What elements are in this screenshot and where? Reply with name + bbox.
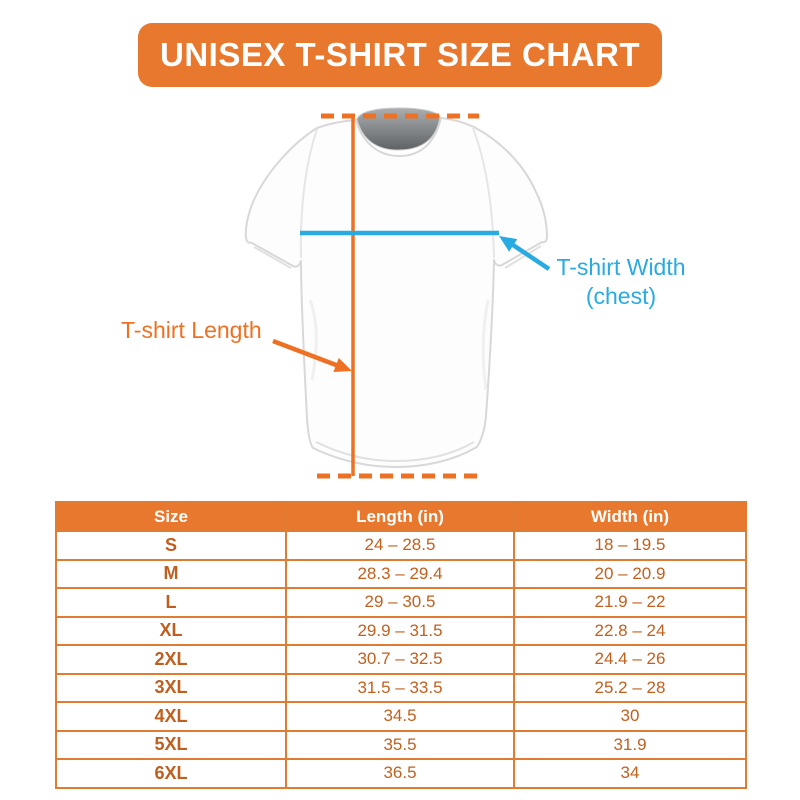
table-row: 3XL 31.5 – 33.5 25.2 – 28 xyxy=(55,672,747,703)
size-cell: 2XL xyxy=(55,644,287,675)
length-cell: 29.9 – 31.5 xyxy=(285,615,515,646)
width-arrow-head xyxy=(499,236,518,252)
tshirt-illustration xyxy=(244,107,548,468)
right-cuff-seam xyxy=(504,245,542,269)
size-column-header: Size xyxy=(55,501,287,532)
table-row: 4XL 34.5 30 xyxy=(55,701,747,732)
tshirt-body xyxy=(244,117,548,468)
length-arrow-head xyxy=(333,358,352,372)
size-cell: 6XL xyxy=(55,758,287,789)
width-cell: 31.9 xyxy=(513,729,747,760)
hem-seam xyxy=(315,441,475,463)
width-cell: 21.9 – 22 xyxy=(513,587,747,618)
page-title: UNISEX T-SHIRT SIZE CHART xyxy=(159,36,641,73)
width-cell: 22.8 – 24 xyxy=(513,615,747,646)
width-label-line1: T-shirt Width xyxy=(556,254,686,280)
length-cell: 36.5 xyxy=(285,758,515,789)
width-cell: 25.2 – 28 xyxy=(513,672,747,703)
size-cell: XL xyxy=(55,615,287,646)
length-cell: 31.5 – 33.5 xyxy=(285,672,515,703)
title-banner: UNISEX T-SHIRT SIZE CHART xyxy=(138,23,662,87)
right-armhole-seam xyxy=(472,127,495,259)
measurement-annotations xyxy=(272,113,551,479)
length-cell: 29 – 30.5 xyxy=(285,587,515,618)
left-cuff-seam xyxy=(253,246,292,269)
left-armhole-seam xyxy=(299,128,318,259)
table-row: 2XL 30.7 – 32.5 24.4 – 26 xyxy=(55,644,747,675)
tshirt-collar xyxy=(356,107,441,151)
width-cell: 18 – 19.5 xyxy=(513,530,747,561)
length-measurement-label: T-shirt Length xyxy=(121,317,262,343)
size-chart-table: Size Length (in) Width (in) S 24 – 28.5 … xyxy=(55,501,747,789)
width-cell: 30 xyxy=(513,701,747,732)
width-arrow-shaft xyxy=(511,243,551,271)
width-cell: 20 – 20.9 xyxy=(513,558,747,589)
tshirt-diagram xyxy=(244,107,551,479)
length-cell: 34.5 xyxy=(285,701,515,732)
left-wrinkle xyxy=(308,299,318,381)
size-cell: S xyxy=(55,530,287,561)
width-column-header: Width (in) xyxy=(513,501,747,532)
table-row: 6XL 36.5 34 xyxy=(55,758,747,789)
table-row: 5XL 35.5 31.9 xyxy=(55,729,747,760)
size-cell: 5XL xyxy=(55,729,287,760)
width-cell: 24.4 – 26 xyxy=(513,644,747,675)
table-row: L 29 – 30.5 21.9 – 22 xyxy=(55,587,747,618)
width-cell: 34 xyxy=(513,758,747,789)
length-arrow-shaft xyxy=(272,338,338,368)
right-wrinkle xyxy=(481,299,490,391)
width-label-line2: (chest) xyxy=(585,283,657,309)
width-measurement-label: T-shirt Width (chest) xyxy=(542,253,700,311)
length-cell: 30.7 – 32.5 xyxy=(285,644,515,675)
length-cell: 24 – 28.5 xyxy=(285,530,515,561)
length-column-header: Length (in) xyxy=(285,501,515,532)
size-cell: M xyxy=(55,558,287,589)
length-cell: 28.3 – 29.4 xyxy=(285,558,515,589)
table-row: M 28.3 – 29.4 20 – 20.9 xyxy=(55,558,747,589)
size-cell: 3XL xyxy=(55,672,287,703)
table-row: S 24 – 28.5 18 – 19.5 xyxy=(55,530,747,561)
table-header-row: Size Length (in) Width (in) xyxy=(55,501,747,532)
table-row: XL 29.9 – 31.5 22.8 – 24 xyxy=(55,615,747,646)
size-cell: L xyxy=(55,587,287,618)
length-cell: 35.5 xyxy=(285,729,515,760)
size-cell: 4XL xyxy=(55,701,287,732)
